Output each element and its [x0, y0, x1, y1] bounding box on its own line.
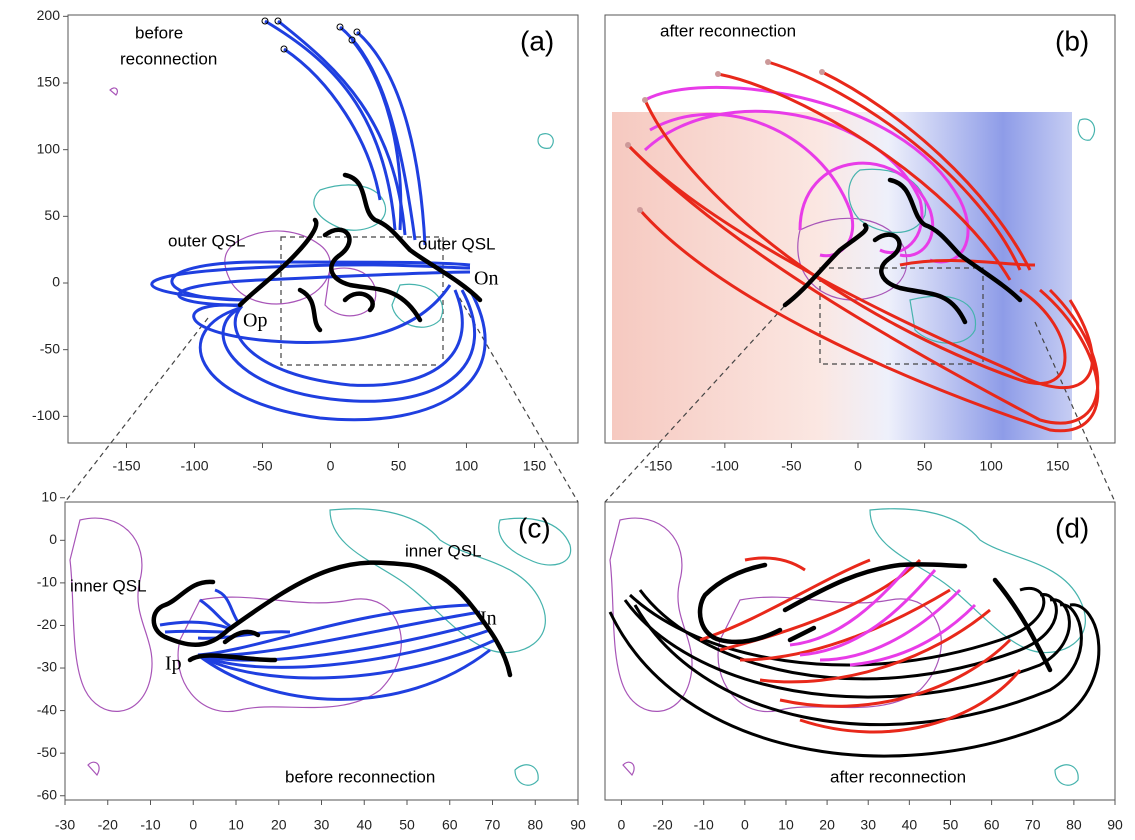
field-lines	[150, 17, 487, 422]
y-tick-label: 50	[44, 207, 60, 223]
panel-frame	[67, 14, 579, 444]
panel-label: (d)	[1055, 512, 1089, 543]
x-tick-label: 0	[189, 817, 197, 833]
y-tick-label: 0	[49, 531, 57, 547]
annotation: after reconnection	[830, 767, 966, 786]
annotation: In	[480, 608, 497, 630]
y-tick-label: 100	[37, 140, 61, 156]
x-tick-label: -20	[98, 817, 118, 833]
x-tick-label: 0	[741, 817, 749, 833]
x-tick-label: -100	[180, 458, 208, 474]
x-tick-label: -30	[55, 817, 75, 833]
x-tick-label: 80	[1066, 817, 1082, 833]
annotation: On	[474, 268, 498, 290]
y-tick-label: -30	[37, 659, 57, 675]
x-tick-label: -20	[652, 817, 672, 833]
x-tick-label: 20	[819, 817, 835, 833]
x-tick-label: 50	[399, 817, 415, 833]
x-tick-label: 40	[902, 817, 918, 833]
x-tick-label: 150	[523, 458, 547, 474]
x-tick-label: 70	[485, 817, 501, 833]
field-lines	[151, 560, 513, 701]
field-lines	[625, 59, 1100, 433]
y-tick-label: 10	[41, 488, 57, 504]
x-tick-label: 90	[1107, 817, 1123, 833]
y-tick-label: -10	[37, 574, 57, 590]
x-tick-label: -50	[252, 458, 272, 474]
y-tick-label: 150	[37, 74, 61, 90]
x-tick-label: 10	[778, 817, 794, 833]
annotation: outer QSL	[418, 234, 496, 253]
x-tick-label: 50	[943, 817, 959, 833]
x-tick-label: -50	[781, 458, 801, 474]
x-tick-label: 0	[854, 458, 862, 474]
x-tick-label: 10	[228, 817, 244, 833]
y-tick-label: 0	[52, 274, 60, 290]
panel-label: (b)	[1055, 25, 1089, 56]
magnetogram-image	[612, 112, 1072, 440]
x-tick-label: -10	[140, 817, 160, 833]
annotation: Op	[243, 310, 267, 332]
y-tick-label: 200	[37, 7, 61, 23]
y-tick-label: -50	[40, 340, 60, 356]
annotation: before	[135, 23, 183, 42]
x-tick-label: 100	[979, 458, 1003, 474]
panel-label: (a)	[520, 25, 554, 56]
x-tick-label: -150	[112, 458, 140, 474]
x-tick-label: 50	[391, 458, 407, 474]
x-tick-label: 40	[356, 817, 372, 833]
panel-frame	[604, 14, 1116, 444]
annotation: reconnection	[120, 49, 217, 68]
field-lines	[608, 556, 1101, 758]
x-tick-label: 80	[527, 817, 543, 833]
y-tick-label: -20	[37, 616, 57, 632]
annotation: Ip	[165, 653, 182, 675]
panel-frame	[604, 501, 1116, 801]
y-tick-label: -50	[37, 744, 57, 760]
annotation: inner QSL	[70, 576, 147, 595]
annotation: after reconnection	[660, 21, 796, 40]
y-tick-label: -40	[37, 701, 57, 717]
x-tick-label: 60	[442, 817, 458, 833]
x-tick-label: 60	[984, 817, 1000, 833]
x-tick-label: 30	[860, 817, 876, 833]
contours	[69, 87, 1095, 786]
x-tick-label: 0	[618, 817, 626, 833]
x-tick-label: -150	[644, 458, 672, 474]
x-tick-label: 90	[570, 817, 586, 833]
x-tick-label: 150	[1046, 458, 1070, 474]
x-tick-label: 20	[271, 817, 287, 833]
x-tick-label: -100	[711, 458, 739, 474]
x-tick-label: 100	[455, 458, 479, 474]
x-tick-label: 0	[327, 458, 335, 474]
x-tick-label: 70	[1025, 817, 1041, 833]
annotation: inner QSL	[405, 541, 482, 560]
x-tick-label: 50	[917, 458, 933, 474]
annotation: before reconnection	[285, 767, 435, 786]
annotation: outer QSL	[168, 231, 246, 250]
y-tick-label: -100	[32, 407, 60, 423]
x-tick-label: 30	[314, 817, 330, 833]
panel-label: (c)	[518, 512, 551, 543]
y-tick-label: -60	[37, 786, 57, 802]
x-tick-label: -10	[694, 817, 714, 833]
